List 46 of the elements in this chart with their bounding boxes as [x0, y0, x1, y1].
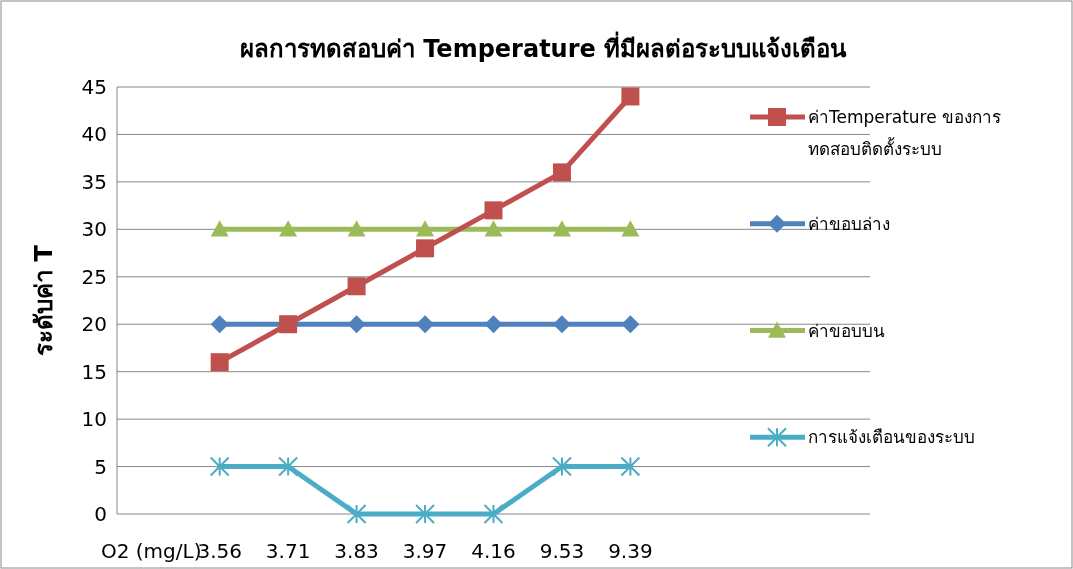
- point: [415, 504, 436, 524]
- y-tick-label: 0: [94, 502, 107, 526]
- point: [621, 315, 640, 334]
- point: [484, 220, 503, 237]
- point: [210, 220, 229, 237]
- legend-label: ค่าTemperature ของการทดสอบติดตั้งระบบ: [808, 106, 1003, 161]
- y-tick-label: 20: [81, 312, 107, 337]
- legend-label: ค่าขอบบน: [808, 319, 886, 343]
- point: [347, 315, 366, 334]
- point: [484, 201, 503, 220]
- point: [278, 456, 299, 477]
- legend-label: การแจ้งเตือนของระบบ: [808, 426, 976, 450]
- x-tick-label: 9.39: [608, 539, 653, 563]
- point: [621, 87, 640, 106]
- point: [551, 456, 572, 477]
- point: [210, 315, 229, 334]
- legend-label: ค่าขอบล่าง: [808, 212, 891, 236]
- x-tick-label: 3.71: [265, 539, 311, 563]
- y-tick-label: 10: [81, 407, 107, 432]
- point: [347, 277, 366, 296]
- point: [552, 220, 571, 237]
- point: [621, 220, 640, 237]
- point: [209, 456, 230, 477]
- y-tick-label: 25: [81, 264, 107, 289]
- point: [347, 220, 366, 237]
- y-tick-label: 45: [81, 75, 107, 99]
- y-tick-label: 40: [81, 122, 107, 147]
- x-tick-label: 4.16: [471, 539, 516, 563]
- y-tick-label: 15: [81, 359, 107, 384]
- point: [416, 220, 435, 237]
- point: [416, 239, 435, 258]
- chart-title: ผลการทดสอบค่า Temperature ที่มีผลต่อระบบแจ้งเตือน: [239, 31, 848, 63]
- point: [620, 456, 641, 477]
- y-tick-label: 5: [94, 454, 107, 479]
- y-axis-title: ระดับค่า T: [30, 244, 58, 356]
- point: [483, 504, 504, 524]
- point: [279, 220, 298, 237]
- y-tick-label: 30: [81, 217, 107, 242]
- x-tick-label: 3.83: [334, 539, 379, 563]
- y-tick-label: 35: [81, 169, 107, 194]
- point: [346, 504, 367, 524]
- point: [210, 353, 229, 372]
- point: [484, 315, 503, 334]
- x-tick-label: 3.97: [402, 539, 448, 563]
- point: [552, 163, 571, 182]
- x-tick-label: 9.53: [539, 539, 585, 563]
